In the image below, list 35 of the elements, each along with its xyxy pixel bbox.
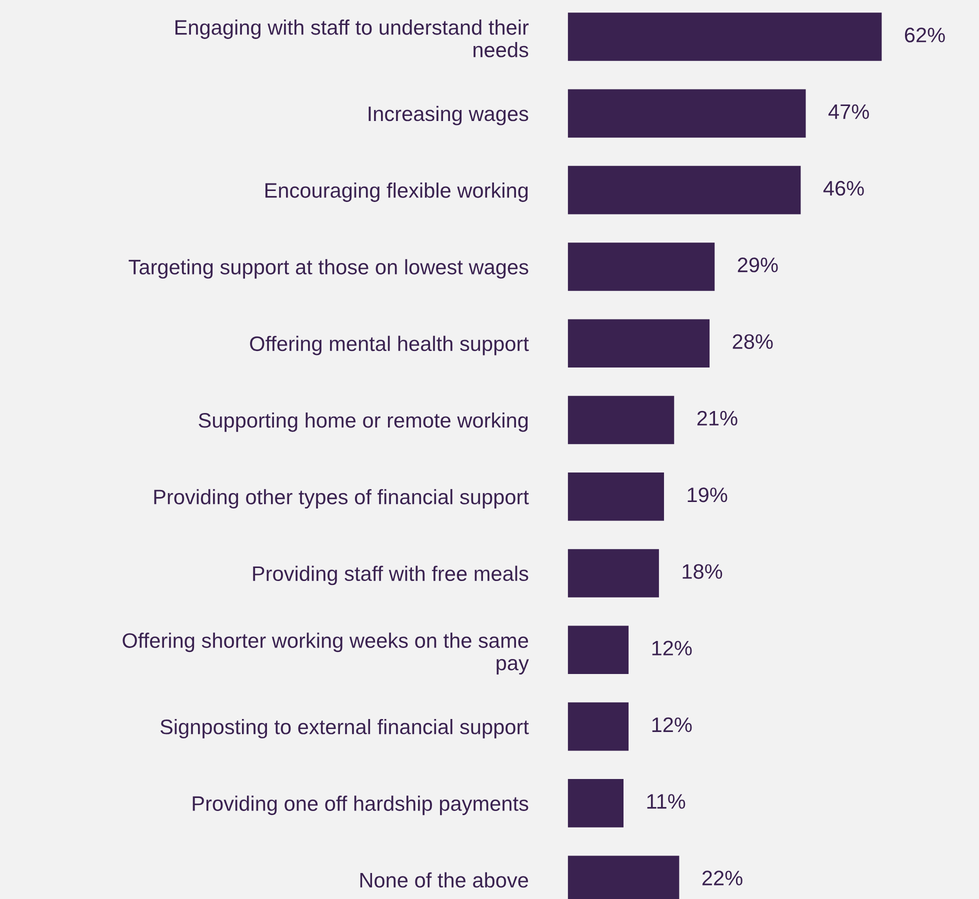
data-label: 18% [682,564,722,579]
bar [568,472,664,521]
bar [568,549,659,598]
data-label: 47% [828,104,869,119]
data-label: 46% [823,180,864,196]
y-tick-label: Targeting support at those on lowest wages [128,259,528,279]
data-label: 21% [697,410,738,426]
y-tick-label: Signposting to external financial support [160,719,529,738]
data-label: 12% [652,640,692,656]
y-tick-label: Increasing wages [368,106,528,126]
bar [568,396,674,444]
bar [568,166,801,214]
y-tick-label: Engaging with staff to understand their needs [175,20,529,58]
bar [568,319,710,368]
y-tick-label: Providing other types of financial support [154,489,529,509]
y-tick-label: Providing one off hardship payments [192,796,528,816]
data-label: 12% [652,717,692,732]
bar [568,779,624,828]
data-label: 11% [647,794,686,809]
y-tick-label: Offering mental health support [250,336,529,356]
data-label: 19% [688,487,728,502]
data-label: 22% [702,870,742,886]
y-tick-label: Offering shorter working weeks on the same pay [122,632,529,675]
bar [568,242,715,291]
y-tick-label: None of the above [360,872,528,888]
bar [568,12,882,61]
bar [568,702,629,751]
bar [568,626,629,674]
y-tick-label: Encouraging flexible working [265,182,528,202]
bar [568,89,806,138]
y-tick-label: Supporting home or remote working [198,412,528,432]
data-label: 28% [732,334,773,349]
y-tick-label: Providing staff with free meals [253,566,528,586]
data-label: 29% [738,258,778,272]
data-label: 62% [904,28,945,42]
